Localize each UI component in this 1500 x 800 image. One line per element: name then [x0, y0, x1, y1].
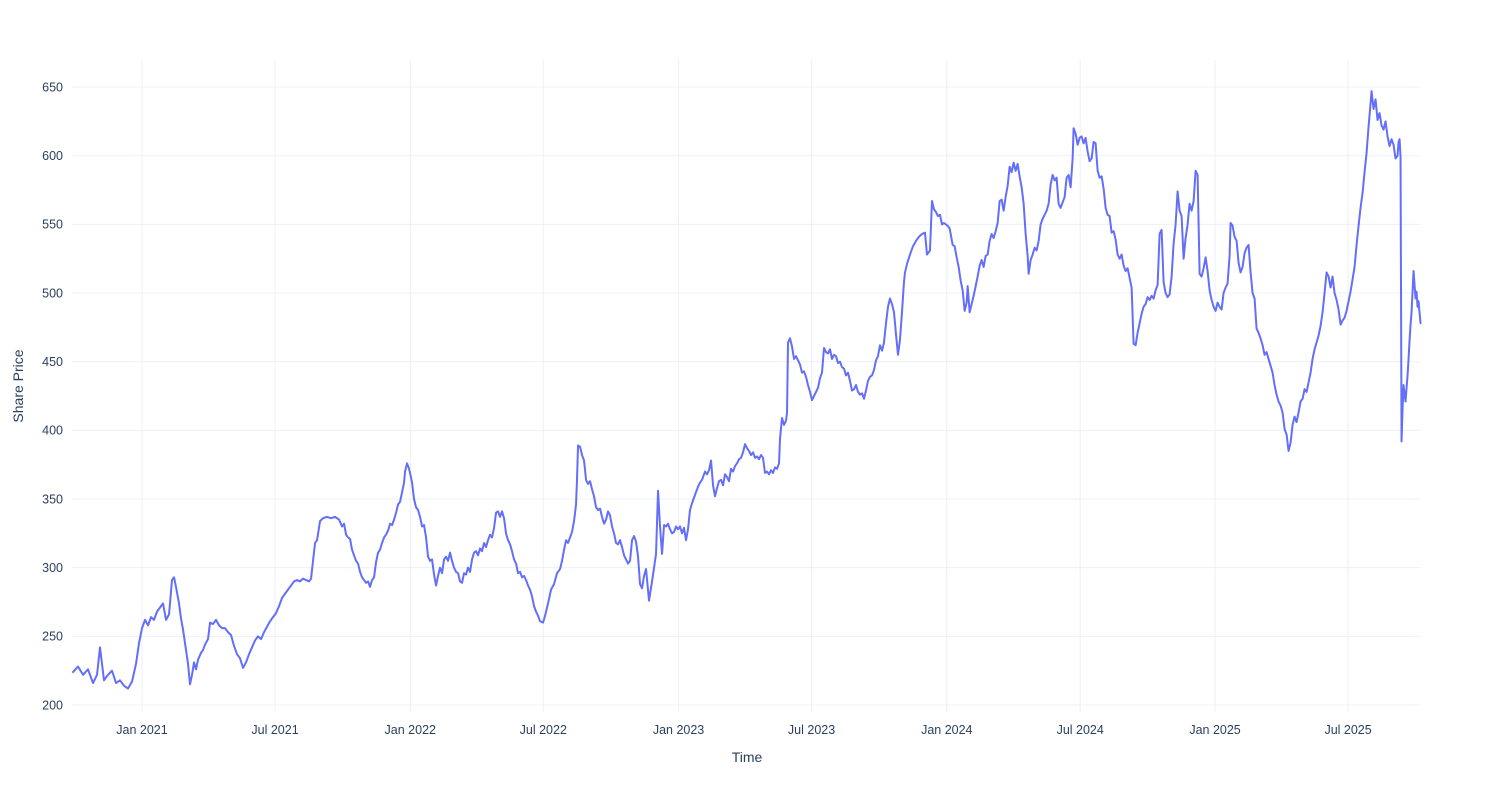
y-tick-label: 450: [42, 355, 63, 369]
y-tick-label: 200: [42, 698, 63, 712]
x-axis-tick-labels: Jan 2021 Jul 2021 Jan 2022 Jul 2022 Jan 2023…: [116, 723, 1371, 737]
y-tick-label: 250: [42, 630, 63, 644]
x-tick-label: Jul 2021: [251, 723, 298, 737]
y-tick-label: 550: [42, 218, 63, 232]
y-tick-label: 350: [42, 492, 63, 506]
x-tick-label: Jul 2024: [1057, 723, 1104, 737]
y-tick-label: 400: [42, 424, 63, 438]
y-tick-label: 600: [42, 149, 63, 163]
y-axis-tick-labels: 200 250 300 350 400 450 500 550 600 650: [42, 80, 63, 712]
price-line[interactable]: [72, 90, 1422, 690]
x-tick-label: Jan 2021: [116, 723, 167, 737]
y-tick-label: 500: [42, 286, 63, 300]
price-line-series[interactable]: [72, 90, 1422, 690]
x-tick-label: Jul 2023: [788, 723, 835, 737]
y-tick-label: 300: [42, 561, 63, 575]
x-tick-label: Jan 2023: [653, 723, 704, 737]
grid-lines: [72, 60, 1420, 712]
x-tick-label: Jul 2025: [1324, 723, 1371, 737]
x-axis-title: Time: [732, 749, 763, 765]
x-tick-label: Jan 2025: [1189, 723, 1240, 737]
y-axis-title: Share Price: [10, 349, 26, 422]
y-tick-label: 650: [42, 80, 63, 94]
x-tick-label: Jan 2024: [921, 723, 972, 737]
x-tick-label: Jan 2022: [385, 723, 436, 737]
x-tick-label: Jul 2022: [520, 723, 567, 737]
